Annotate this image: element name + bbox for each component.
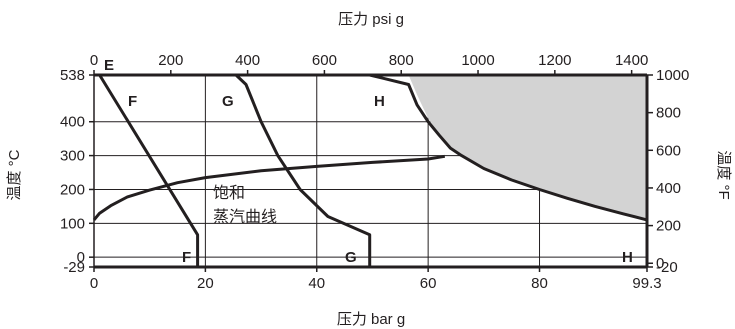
left-tick-label: 0 — [77, 249, 85, 266]
top-tick-label: 400 — [235, 52, 260, 69]
bottom-tick-label: 40 — [308, 275, 325, 292]
top-tick-label: 600 — [312, 52, 337, 69]
top-axis-title: 压力 psi g — [338, 11, 404, 28]
right-tick-label: 600 — [656, 142, 681, 159]
top-tick-label: 1000 — [461, 52, 494, 69]
top-tick-label: 0 — [90, 52, 98, 69]
bottom-tick-label: 80 — [531, 275, 548, 292]
bottom-tick-label: 99.3 — [632, 275, 661, 292]
right-tick-label: -20 — [656, 259, 678, 276]
right-tick-label: 1000 — [656, 67, 689, 84]
curve-label-g-1: G — [222, 93, 234, 110]
top-tick-label: 1400 — [615, 52, 648, 69]
series-line-2 — [98, 74, 200, 267]
left-tick-label: 400 — [60, 114, 85, 131]
top-tick-label: 800 — [389, 52, 414, 69]
bottom-axis-title: 压力 bar g — [337, 311, 405, 328]
shaded-region-layer — [408, 75, 647, 220]
curve-label-f-1: F — [128, 93, 137, 110]
top-tick-label: 200 — [158, 52, 183, 69]
bottom-tick-label: 0 — [90, 275, 98, 292]
shaded-region — [408, 75, 647, 220]
series-layer: E F F G G H H — [92, 57, 648, 267]
series-line-5 — [92, 154, 446, 221]
right-axis-title: 温度 °F — [715, 150, 732, 199]
left-tick-label: -29 — [63, 259, 85, 276]
bottom-tick-label: 60 — [420, 275, 437, 292]
curve-label-f-2: F — [182, 249, 191, 266]
right-tick-label: 0 — [656, 255, 664, 272]
right-tick-label: 200 — [656, 218, 681, 235]
left-tick-label: 200 — [60, 181, 85, 198]
tick-label-layer: 0 20 40 60 80 99.30 200 400 600 800 1000 1200 1400-2… — [60, 52, 689, 292]
label-layer: 压力 psi g 压力 bar g 温度 °C 温度 °F 饱和 蒸汽曲线 — [6, 11, 732, 328]
saturation-annotation-line2: 蒸汽曲线 — [213, 208, 277, 226]
curve-label-h-1: H — [374, 93, 385, 110]
left-tick-label: 538 — [60, 67, 85, 84]
curve-label-e: E — [104, 57, 114, 74]
right-tick-label: 400 — [656, 180, 681, 197]
left-tick-label: 300 — [60, 148, 85, 165]
right-tick-label: 800 — [656, 105, 681, 122]
series-line-4 — [369, 73, 648, 222]
saturation-annotation-line1: 饱和 — [213, 184, 245, 202]
left-tick-label: 100 — [60, 215, 85, 232]
series-line-3 — [234, 73, 372, 267]
top-tick-label: 1200 — [538, 52, 571, 69]
curve-label-g-2: G — [345, 249, 357, 266]
left-axis-title: 温度 °C — [6, 149, 23, 200]
curve-label-h-2: H — [622, 249, 633, 266]
bottom-tick-label: 20 — [197, 275, 214, 292]
